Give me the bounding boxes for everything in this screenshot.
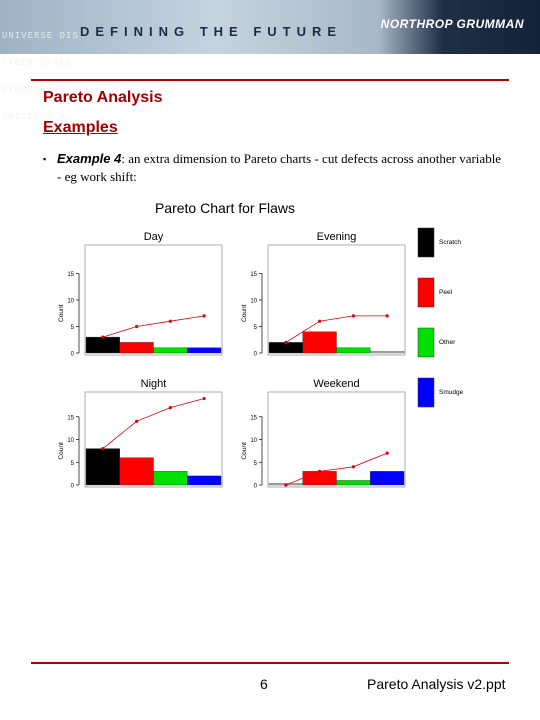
bar xyxy=(370,471,405,486)
cumulative-point xyxy=(135,419,139,423)
y-axis-label: Count xyxy=(241,304,248,322)
cumulative-point xyxy=(135,324,139,329)
cumulative-point xyxy=(101,335,105,339)
bar xyxy=(187,347,222,354)
watermark-line: UNIVERSE DIS xyxy=(2,31,79,41)
y-axis-label: Count xyxy=(58,442,65,460)
y-tick-label: 15 xyxy=(250,415,257,421)
footer-filename: Pareto Analysis v2.ppt xyxy=(367,676,506,692)
y-tick-label: 0 xyxy=(71,484,75,490)
bar xyxy=(187,475,222,486)
header-banner: UNIVERSE DIS CYBER SPACE CYBERSPACE L UN… xyxy=(0,0,540,122)
legend-label: Other xyxy=(439,339,456,346)
panel-title: Day xyxy=(144,231,164,243)
chart-title: Pareto Chart for Flaws xyxy=(155,200,295,216)
bar xyxy=(302,331,337,354)
cumulative-point xyxy=(385,314,389,318)
y-tick-label: 10 xyxy=(67,438,74,444)
y-tick-label: 10 xyxy=(250,299,257,305)
y-axis-label: Count xyxy=(58,304,65,322)
legend-swatch xyxy=(417,377,435,408)
watermark-line: UNIVERSE A xyxy=(2,112,67,122)
y-tick-label: 0 xyxy=(254,484,258,490)
panel-frame xyxy=(84,391,223,488)
bar xyxy=(85,336,120,354)
y-tick-label: 0 xyxy=(254,352,258,358)
watermark-line: CYBERSPACE L xyxy=(2,85,79,95)
bar xyxy=(119,457,154,486)
y-tick-label: 5 xyxy=(71,461,75,467)
bar xyxy=(153,471,188,486)
bullet-text: : an extra dimension to Pareto charts - … xyxy=(57,151,502,184)
legend-swatch xyxy=(417,277,435,308)
cumulative-point xyxy=(168,319,172,323)
watermark-line: CYBER SPACE xyxy=(2,58,73,68)
cumulative-line xyxy=(102,398,205,449)
bar xyxy=(85,448,120,486)
panel-frame xyxy=(267,391,406,488)
slide-subtitle: Examples xyxy=(43,119,118,136)
cumulative-point xyxy=(385,451,389,455)
bullet-label: Example 4 xyxy=(57,151,122,166)
cumulative-line xyxy=(285,452,388,486)
cumulative-point xyxy=(202,314,206,318)
cumulative-point xyxy=(168,406,172,410)
cumulative-point xyxy=(284,340,288,344)
cumulative-point xyxy=(202,396,206,401)
page-number: 6 xyxy=(260,676,268,692)
bullet-item: ▪ Example 4: an extra dimension to Paret… xyxy=(43,150,503,186)
legend-label: Scratch xyxy=(439,239,461,246)
panel-title: Night xyxy=(141,378,167,390)
legend-swatch xyxy=(417,227,435,258)
legend-label: Smudge xyxy=(439,389,464,396)
y-tick-label: 15 xyxy=(250,272,257,278)
slide-title: Pareto Analysis xyxy=(43,89,163,106)
cumulative-point xyxy=(318,469,322,473)
y-tick-label: 15 xyxy=(67,415,74,421)
y-tick-label: 15 xyxy=(67,272,74,278)
panel-title: Evening xyxy=(317,231,357,243)
cumulative-point xyxy=(318,319,322,323)
panel-title: Weekend xyxy=(313,378,359,390)
cumulative-point xyxy=(284,483,288,487)
cumulative-point xyxy=(351,314,355,318)
bar xyxy=(336,347,371,354)
y-tick-label: 5 xyxy=(254,461,258,467)
bullet-marker-icon: ▪ xyxy=(43,154,47,164)
bar xyxy=(336,480,371,486)
legend-swatch xyxy=(417,327,435,358)
y-tick-label: 10 xyxy=(67,299,74,305)
cumulative-point xyxy=(101,447,105,451)
panel-frame xyxy=(84,244,223,356)
y-tick-label: 0 xyxy=(71,352,75,358)
panel-frame xyxy=(267,244,406,356)
bottom-divider xyxy=(31,662,509,664)
legend-label: Peel xyxy=(439,289,453,296)
company-logo: NORTHROP GRUMMAN xyxy=(380,17,524,31)
bar xyxy=(370,351,405,354)
bar xyxy=(153,347,188,354)
y-axis-label: Count xyxy=(241,442,248,460)
tagline: DEFINING THE FUTURE xyxy=(80,24,343,39)
top-divider xyxy=(31,79,509,81)
y-tick-label: 5 xyxy=(254,325,258,331)
cumulative-line xyxy=(102,315,205,338)
banner-watermark: UNIVERSE DIS CYBER SPACE CYBERSPACE L UN… xyxy=(2,14,79,140)
cumulative-point xyxy=(351,465,355,469)
y-tick-label: 10 xyxy=(250,438,257,444)
cumulative-line xyxy=(285,315,388,343)
pareto-chart: Pareto Chart for Flaws Day 0 5 10 15 Count Even… xyxy=(58,200,464,490)
y-tick-label: 5 xyxy=(71,325,75,331)
bar xyxy=(119,342,154,354)
bar xyxy=(302,471,337,486)
